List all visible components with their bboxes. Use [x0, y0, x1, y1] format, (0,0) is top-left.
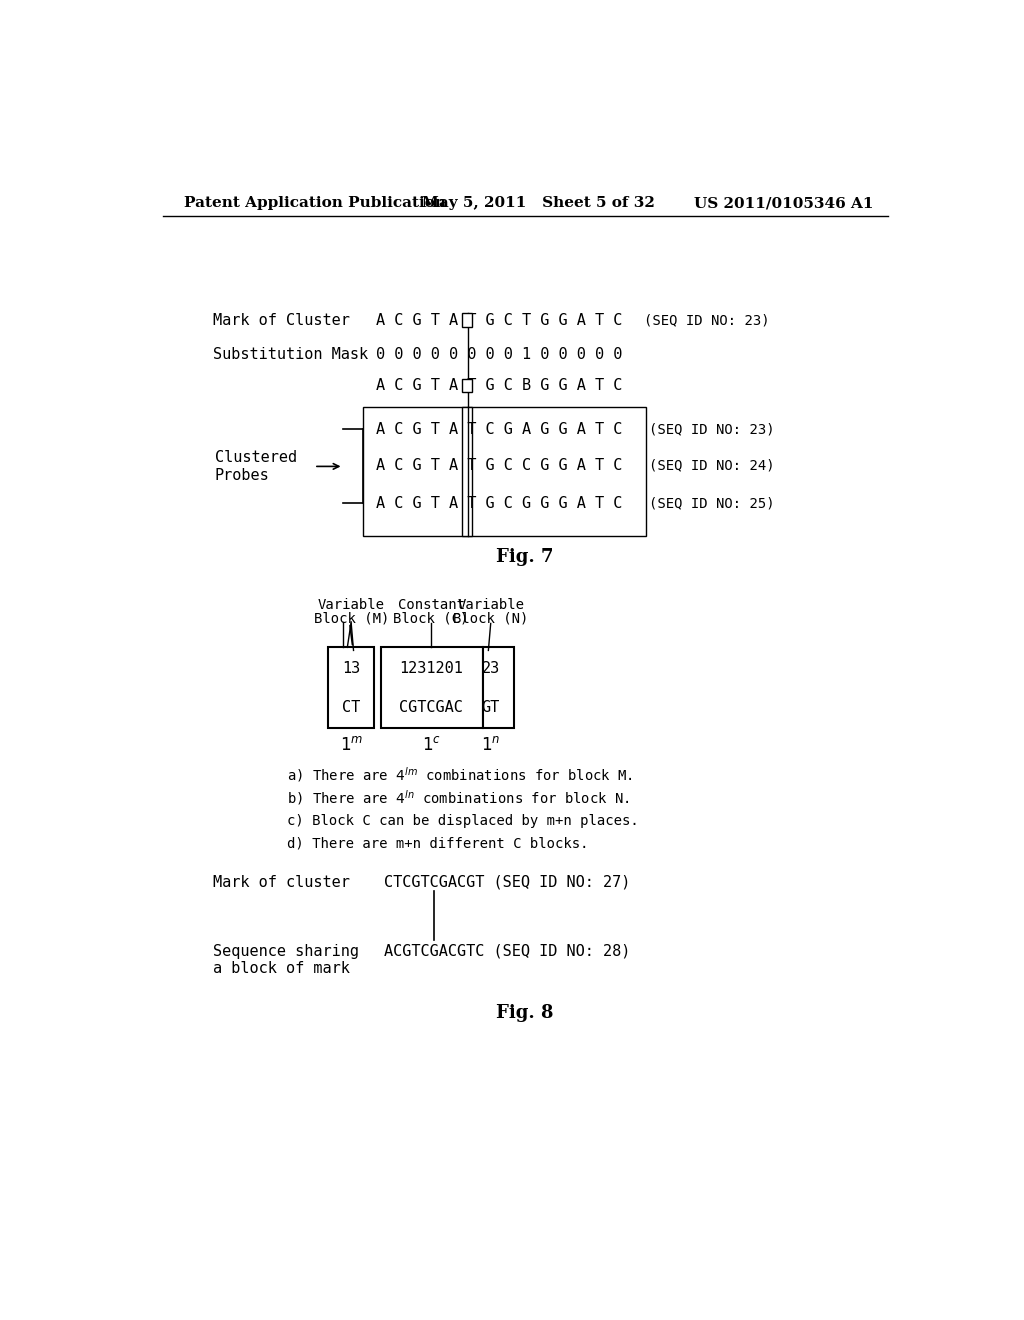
- Text: Block (M): Block (M): [313, 612, 389, 626]
- Bar: [462, 313, 472, 327]
- Text: A C G T A T G C T G G A T C: A C G T A T G C T G G A T C: [376, 313, 623, 327]
- Text: 23: 23: [481, 660, 500, 676]
- Text: A C G T A T C G A G G A T C: A C G T A T C G A G G A T C: [376, 422, 623, 437]
- Text: a) There are $4^{lm}$ combinations for block M.: a) There are $4^{lm}$ combinations for b…: [287, 766, 633, 784]
- Text: Constant: Constant: [397, 598, 465, 612]
- Text: Fig. 7: Fig. 7: [496, 548, 554, 566]
- Text: Variable: Variable: [317, 598, 385, 612]
- Text: a block of mark: a block of mark: [213, 961, 350, 975]
- Bar: [462, 407, 472, 536]
- Text: CTCGTCGACGT (SEQ ID NO: 27): CTCGTCGACGT (SEQ ID NO: 27): [384, 875, 630, 890]
- Text: c) Block C can be displaced by m+n places.: c) Block C can be displaced by m+n place…: [287, 813, 639, 828]
- Text: Mark of Cluster: Mark of Cluster: [213, 313, 350, 327]
- Text: US 2011/0105346 A1: US 2011/0105346 A1: [693, 197, 873, 210]
- Text: A C G T A T G C C G G A T C: A C G T A T G C C G G A T C: [376, 458, 623, 473]
- Text: CT: CT: [342, 700, 360, 715]
- Text: (SEQ ID NO: 24): (SEQ ID NO: 24): [649, 458, 774, 473]
- Bar: [362, 407, 646, 536]
- Text: Block (N): Block (N): [453, 612, 528, 626]
- Text: ACGTCGACGTC (SEQ ID NO: 28): ACGTCGACGTC (SEQ ID NO: 28): [384, 944, 630, 960]
- Text: d) There are m+n different C blocks.: d) There are m+n different C blocks.: [287, 837, 589, 850]
- Text: CGTCGAC: CGTCGAC: [399, 700, 463, 715]
- Text: A C G T A T G C G G G A T C: A C G T A T G C G G G A T C: [376, 496, 623, 511]
- Text: (SEQ ID NO: 25): (SEQ ID NO: 25): [649, 496, 774, 511]
- Text: Mark of cluster: Mark of cluster: [213, 875, 350, 890]
- Text: 13: 13: [342, 660, 360, 676]
- Text: b) There are $4^{ln}$ combinations for block N.: b) There are $4^{ln}$ combinations for b…: [287, 788, 630, 807]
- Text: Patent Application Publication: Patent Application Publication: [183, 197, 445, 210]
- Text: Sequence sharing: Sequence sharing: [213, 944, 359, 960]
- Text: $1^n$: $1^n$: [481, 737, 501, 754]
- Text: Fig. 8: Fig. 8: [496, 1005, 554, 1022]
- Text: (SEQ ID NO: 23): (SEQ ID NO: 23): [649, 422, 774, 437]
- Text: May 5, 2011   Sheet 5 of 32: May 5, 2011 Sheet 5 of 32: [423, 197, 655, 210]
- Text: Block (C): Block (C): [393, 612, 469, 626]
- Text: Probes: Probes: [215, 469, 269, 483]
- Text: $1^c$: $1^c$: [422, 737, 440, 754]
- Bar: [328, 647, 375, 729]
- Text: 0 0 0 0 0 0 0 0 1 0 0 0 0 0: 0 0 0 0 0 0 0 0 1 0 0 0 0 0: [376, 347, 623, 362]
- Text: Variable: Variable: [457, 598, 524, 612]
- Bar: [381, 647, 483, 729]
- Bar: [483, 647, 514, 729]
- Text: A C G T A T G C B G G A T C: A C G T A T G C B G G A T C: [376, 378, 623, 393]
- Bar: [462, 379, 472, 392]
- Text: 1231201: 1231201: [399, 660, 463, 676]
- Text: GT: GT: [481, 700, 500, 715]
- Text: Clustered: Clustered: [215, 450, 297, 465]
- Text: $1^m$: $1^m$: [340, 737, 362, 754]
- Text: (SEQ ID NO: 23): (SEQ ID NO: 23): [644, 313, 770, 327]
- Text: Substitution Mask: Substitution Mask: [213, 347, 369, 362]
